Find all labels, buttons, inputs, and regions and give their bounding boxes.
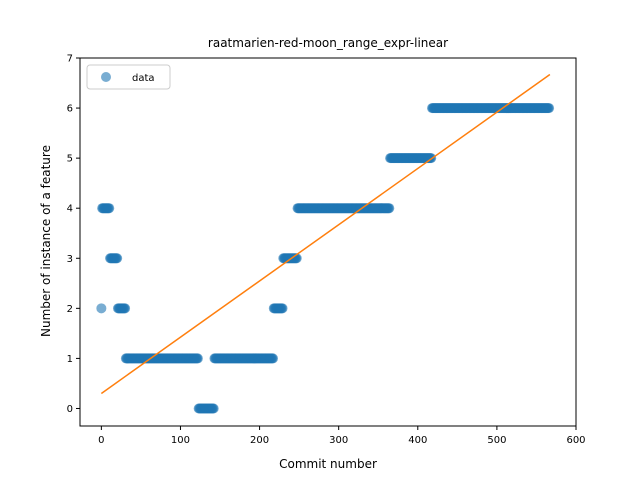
x-axis-label: Commit number: [279, 457, 377, 471]
y-tick-label: 4: [67, 204, 73, 215]
y-axis-label: Number of instance of a feature: [39, 145, 53, 337]
chart-title: raatmarien-red-moon_range_expr-linear: [208, 36, 448, 50]
data-point: [96, 303, 107, 314]
legend-marker: [101, 72, 111, 82]
x-tick-label: 100: [171, 435, 190, 446]
data-point: [208, 403, 219, 414]
y-tick-label: 7: [67, 54, 73, 65]
data-point: [112, 253, 123, 264]
y-tick-label: 5: [67, 154, 73, 165]
y-tick-label: 3: [67, 254, 73, 265]
x-tick-label: 400: [408, 435, 427, 446]
y-tick-label: 2: [67, 304, 73, 315]
data-point: [384, 203, 395, 214]
legend-box: [86, 64, 171, 90]
x-tick-label: 600: [566, 435, 585, 446]
y-tick-label: 0: [67, 404, 73, 415]
fit-line: [100, 73, 551, 395]
data-point: [277, 303, 288, 314]
x-tick-label: 500: [487, 435, 506, 446]
legend-label: data: [132, 73, 155, 84]
data-point: [120, 303, 131, 314]
y-axis: 0 1 2 3 4 5 6 7: [67, 54, 80, 415]
x-axis: 0 100 200 300 400 500 600: [98, 426, 586, 446]
data-point: [544, 103, 555, 114]
data-point: [192, 353, 203, 364]
x-tick-label: 300: [329, 435, 348, 446]
legend: data: [86, 64, 171, 90]
y-tick-label: 1: [67, 354, 73, 365]
data-point: [268, 353, 279, 364]
plot-area: [79, 57, 577, 427]
plot-frame: [79, 57, 577, 427]
x-tick-label: 0: [98, 435, 104, 446]
x-tick-label: 200: [250, 435, 269, 446]
data-point: [104, 203, 115, 214]
y-tick-label: 6: [67, 104, 73, 115]
